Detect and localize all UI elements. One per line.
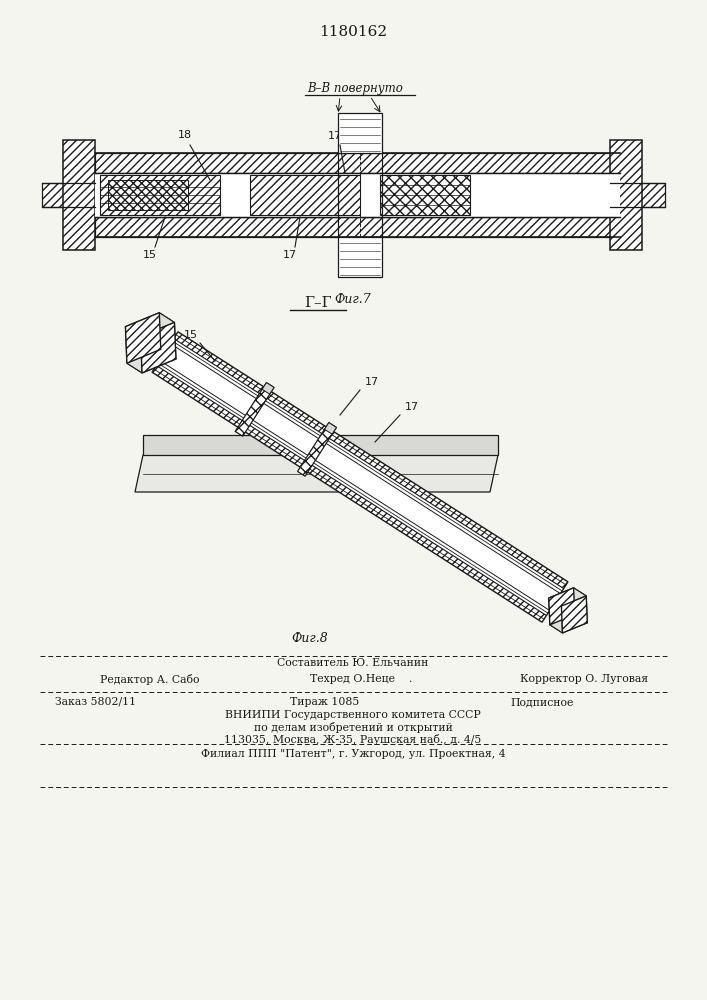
Text: Составитель Ю. Ельчанин: Составитель Ю. Ельчанин: [277, 658, 428, 668]
Bar: [610, 140, 642, 250]
Text: 15: 15: [143, 250, 157, 260]
Polygon shape: [125, 327, 142, 373]
Polygon shape: [549, 588, 586, 606]
Polygon shape: [550, 615, 588, 633]
Polygon shape: [152, 332, 568, 622]
Text: Редактор А. Сабо: Редактор А. Сабо: [100, 674, 199, 685]
Text: 17: 17: [328, 131, 342, 141]
Text: Заказ 5802/11: Заказ 5802/11: [55, 697, 136, 707]
Bar: [63, 140, 95, 250]
Bar: [95, 153, 620, 173]
Text: Филиал ППП "Патент", г. Ужгород, ул. Проектная, 4: Филиал ППП "Патент", г. Ужгород, ул. Про…: [201, 749, 506, 759]
Text: В–В повернуто: В–В повернуто: [307, 82, 403, 95]
Text: 17: 17: [283, 250, 297, 260]
Text: Тираж 1085: Тираж 1085: [290, 697, 359, 707]
Polygon shape: [135, 455, 498, 492]
Bar: [108, 180, 188, 210]
Text: Г–Г: Г–Г: [304, 296, 332, 310]
Bar: [250, 175, 360, 215]
Polygon shape: [141, 322, 176, 373]
Text: Корректор О. Луговая: Корректор О. Луговая: [520, 674, 648, 684]
Text: ВНИИПИ Государственного комитета СССР: ВНИИПИ Государственного комитета СССР: [225, 710, 481, 720]
Text: 15: 15: [184, 330, 198, 340]
Text: Техред О.Неце    .: Техред О.Неце .: [310, 674, 412, 684]
Text: 18: 18: [178, 130, 192, 140]
Polygon shape: [159, 313, 176, 359]
Polygon shape: [298, 423, 337, 476]
Text: 1180162: 1180162: [319, 25, 387, 39]
Bar: [338, 237, 382, 277]
Text: 17: 17: [405, 402, 419, 412]
Polygon shape: [235, 383, 274, 436]
Text: Фиг.7: Фиг.7: [334, 293, 371, 306]
Text: Подписное: Подписное: [510, 697, 573, 707]
Polygon shape: [125, 313, 175, 336]
Polygon shape: [325, 423, 337, 434]
Polygon shape: [573, 588, 588, 623]
Polygon shape: [262, 383, 274, 394]
Text: по делам изобретений и открытий: по делам изобретений и открытий: [254, 722, 452, 733]
Bar: [380, 175, 470, 215]
Bar: [95, 217, 620, 237]
Text: Фиг.8: Фиг.8: [291, 632, 328, 645]
Polygon shape: [160, 344, 561, 610]
Text: 113035, Москва, Ж-35, Раушская наб., д. 4/5: 113035, Москва, Ж-35, Раушская наб., д. …: [224, 734, 481, 745]
Bar: [95, 173, 620, 217]
Polygon shape: [143, 435, 498, 455]
Bar: [42, 183, 95, 207]
Bar: [338, 113, 382, 153]
Bar: [610, 183, 665, 207]
Polygon shape: [127, 349, 176, 373]
Polygon shape: [549, 588, 575, 625]
Polygon shape: [156, 339, 563, 615]
Polygon shape: [549, 598, 563, 633]
Text: 17: 17: [365, 377, 379, 387]
Polygon shape: [125, 313, 160, 363]
Polygon shape: [561, 596, 588, 633]
Bar: [100, 175, 220, 215]
